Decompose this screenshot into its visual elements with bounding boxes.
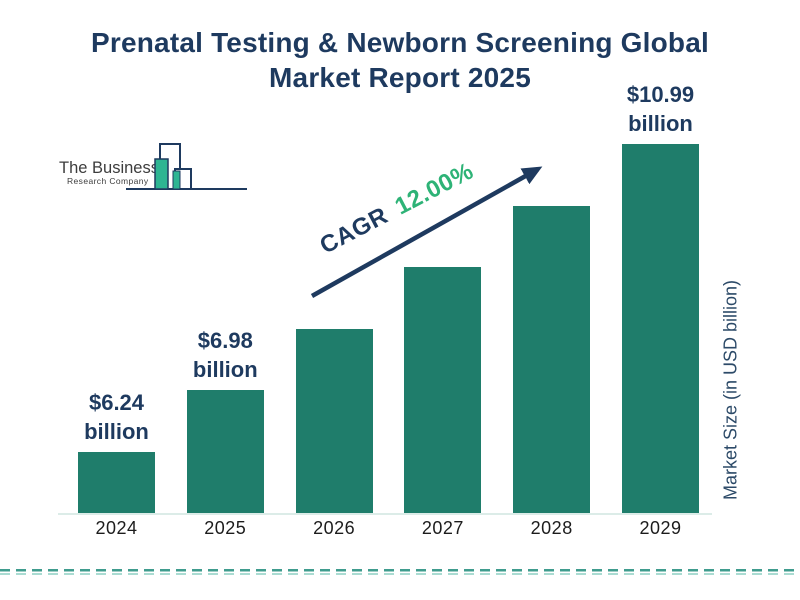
bar-2026 — [295, 328, 373, 513]
bar-2029 — [622, 144, 699, 513]
chart-title-line2: Market Report 2025 — [269, 61, 531, 93]
value-label-2029: $10.99 billion — [601, 80, 720, 138]
x-tick-2029: 2029 — [639, 518, 682, 538]
cagr-label: CAGR12.00% — [316, 158, 479, 261]
value-label-2024: $6.24 billion — [57, 388, 176, 446]
x-tick-2028: 2028 — [530, 518, 573, 538]
value-amount: $6.24 — [88, 389, 145, 415]
x-tick-2027: 2027 — [421, 518, 464, 538]
value-amount: $10.99 — [626, 82, 695, 107]
bar-2024 — [78, 451, 155, 513]
bar-2028 — [513, 205, 591, 513]
x-axis-baseline — [58, 513, 712, 515]
x-tick-2024: 2024 — [95, 518, 138, 538]
bottom-dashed-divider — [0, 569, 800, 575]
x-tick-2026: 2026 — [313, 518, 356, 538]
chart-title: Prenatal Testing & Newborn Screening Glo… — [0, 26, 800, 95]
x-tick-2025: 2025 — [204, 518, 247, 538]
company-logo: The Business Research Company — [59, 143, 247, 190]
value-amount: $6.98 — [197, 328, 253, 353]
cagr-prefix: CAGR — [315, 202, 393, 260]
logo-name-line1: The Business — [59, 159, 159, 177]
logo-bars-icon — [126, 143, 247, 190]
bar-2025 — [186, 390, 264, 513]
value-unit: billion — [84, 418, 149, 444]
value-label-2025: $6.98 billion — [166, 326, 285, 384]
value-unit: billion — [628, 111, 693, 137]
y-axis-label: Market Size (in USD billion) — [720, 279, 741, 501]
logo-name-line2: Research Company — [67, 176, 149, 186]
bar-2027 — [404, 267, 482, 513]
chart-title-line1: Prenatal Testing & Newborn Screening Glo… — [91, 27, 709, 58]
cagr-value: 12.00% — [390, 157, 478, 221]
value-unit: billion — [192, 357, 258, 383]
